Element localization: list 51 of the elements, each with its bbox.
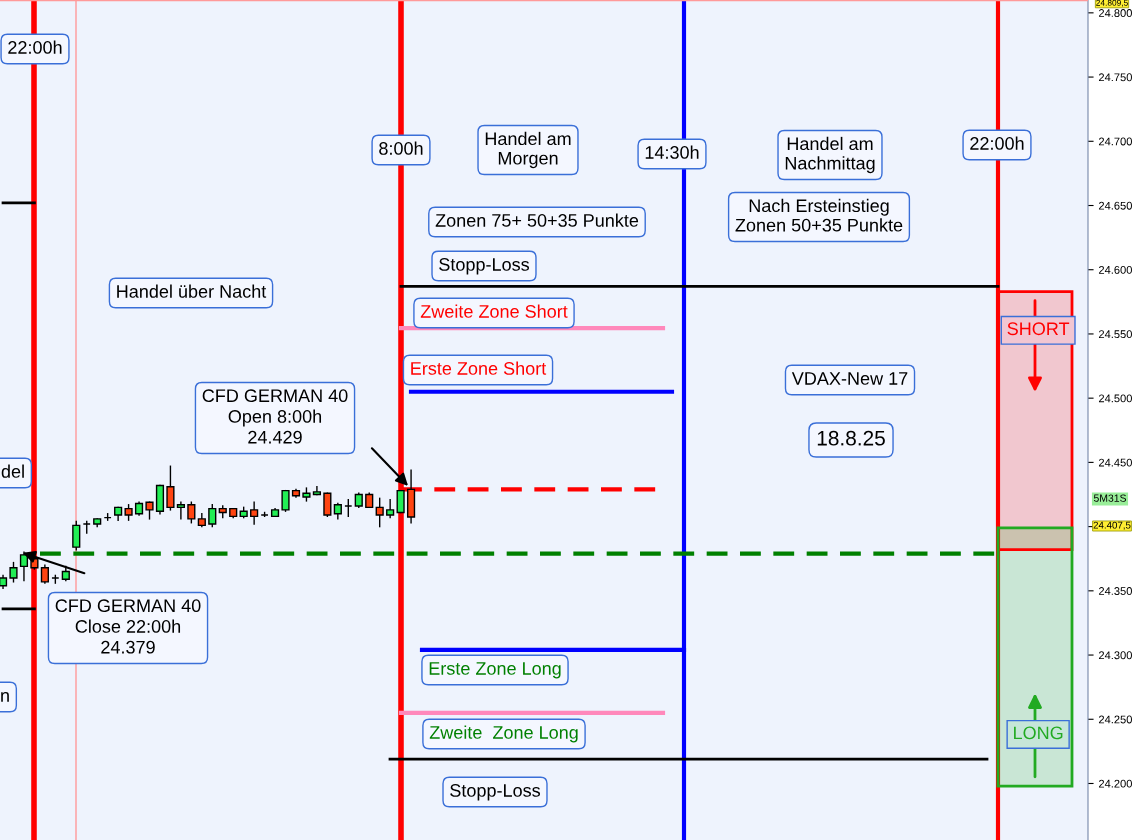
text: 24.809,5 [1096, 0, 1128, 7]
annotation: n [1, 691, 9, 702]
candlestick [208, 504, 217, 528]
candlestick [396, 489, 405, 514]
annotation: VDAX-New 17 [791, 372, 908, 385]
band-label: LONG [1014, 726, 1063, 740]
y-tick-label: 24.800 [1098, 9, 1132, 17]
annotation: 22:00h [8, 40, 62, 54]
y-tick-label: 24.200 [1098, 779, 1132, 788]
candlestick [187, 501, 196, 524]
y-tick-label: 24.700 [1098, 137, 1132, 146]
annotation: Handel über Nacht [117, 284, 267, 298]
annotation: CFD GERMAN 40 Close 22:00h 24.379 [55, 599, 201, 654]
annotation: 22:00h [970, 136, 1024, 150]
annotation: Stopp-Loss [439, 258, 530, 275]
candlestick [72, 520, 81, 551]
annotation: 8:00h [379, 141, 423, 155]
annotation: Zonen 75+ 50+35 Punkte [435, 213, 639, 227]
annotation: Erste Zone Long [429, 662, 561, 679]
y-tick-label: 24.650 [1098, 201, 1132, 210]
candlestick [323, 492, 332, 518]
annotation: CFD GERMAN 40 Open 8:00h 24.429 [202, 389, 348, 444]
annotation: 14:30h [645, 145, 699, 159]
annotation: Nach Ersteinstieg Zonen 50+35 Punkte [735, 198, 903, 232]
y-tick-label: 24.600 [1098, 265, 1132, 274]
candlestick [250, 501, 259, 525]
annotation: Zweite Zone Short [420, 304, 568, 318]
y-tick-label: 24.550 [1098, 330, 1132, 339]
y-tick-label: 24.750 [1098, 73, 1132, 82]
annotation: Zweite Zone Long [429, 725, 578, 743]
text: 5M31S [1093, 494, 1127, 502]
annotation: 18.8.25 [817, 430, 885, 446]
candlestick [176, 501, 185, 520]
text: 24.407,5 [1093, 521, 1131, 530]
candlestick [386, 498, 395, 519]
candlestick [375, 497, 384, 528]
y-tick-label: 24.250 [1098, 715, 1132, 724]
annotation: del [1, 464, 24, 478]
candlestick [281, 489, 290, 512]
y-tick-label: 24.350 [1098, 587, 1132, 595]
candlestick [9, 561, 18, 583]
annotation: Stopp-Loss [450, 784, 541, 801]
band-label: SHORT [1007, 322, 1070, 336]
annotation: Erste Zone Short [411, 361, 547, 375]
annotation: Handel am Morgen [485, 131, 571, 169]
y-tick-label: 24.500 [1098, 394, 1132, 403]
candlestick [312, 486, 322, 496]
annotation: Handel am Nachmittag [785, 136, 875, 174]
y-tick-label: 24.450 [1098, 458, 1132, 467]
y-tick-label: 24.300 [1098, 651, 1132, 660]
candlestick [166, 465, 175, 511]
